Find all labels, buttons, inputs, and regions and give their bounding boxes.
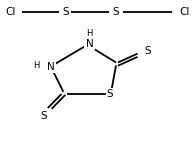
Text: Cl: Cl bbox=[5, 7, 16, 17]
Text: S: S bbox=[62, 7, 69, 17]
Text: N: N bbox=[47, 62, 55, 72]
Text: S: S bbox=[113, 7, 119, 17]
Text: H: H bbox=[87, 29, 93, 38]
Text: S: S bbox=[41, 111, 47, 121]
Text: H: H bbox=[33, 61, 39, 70]
Text: S: S bbox=[107, 89, 113, 99]
Text: S: S bbox=[144, 46, 151, 56]
Text: Cl: Cl bbox=[179, 7, 190, 17]
Text: N: N bbox=[86, 39, 94, 49]
